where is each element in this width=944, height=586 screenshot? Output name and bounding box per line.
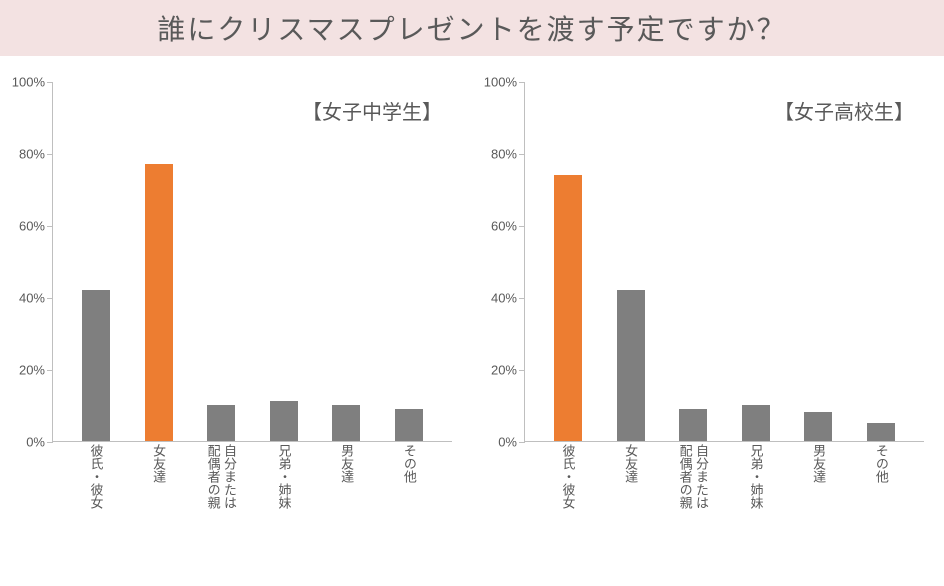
x-label: 男友達 xyxy=(315,444,378,509)
x-label: 配偶者の親自分または xyxy=(189,444,252,509)
bar-slot xyxy=(378,82,441,441)
bar xyxy=(207,405,235,441)
x-label: 女友達 xyxy=(599,444,662,509)
bar-slot xyxy=(65,82,128,441)
y-tick-label: 40% xyxy=(19,291,45,306)
chart-panel-1: 【女子高校生】0%20%40%60%80%100%彼氏・彼女女友達配偶者の親自分… xyxy=(472,66,944,586)
x-label: その他 xyxy=(849,444,912,509)
x-label: 女友達 xyxy=(127,444,190,509)
x-label: 彼氏・彼女 xyxy=(536,444,599,509)
y-tick-label: 40% xyxy=(491,291,517,306)
bar-slot xyxy=(850,82,913,441)
bar-slot xyxy=(315,82,378,441)
bar-slot xyxy=(190,82,253,441)
x-label: 男友達 xyxy=(787,444,850,509)
bars-container xyxy=(525,82,924,441)
x-labels: 彼氏・彼女女友達配偶者の親自分または兄弟・姉妹男友達その他 xyxy=(52,444,452,509)
y-tick xyxy=(519,442,525,443)
bar xyxy=(270,401,298,441)
bars-container xyxy=(53,82,452,441)
charts-row: 【女子中学生】0%20%40%60%80%100%彼氏・彼女女友達配偶者の親自分… xyxy=(0,56,944,586)
bar xyxy=(804,412,832,441)
bar-slot xyxy=(128,82,191,441)
title-band: 誰にクリスマスプレゼントを渡す予定ですか？ xyxy=(0,0,944,56)
y-tick-label: 0% xyxy=(498,435,517,450)
bar-slot xyxy=(537,82,600,441)
x-label: 兄弟・姉妹 xyxy=(724,444,787,509)
x-label: 配偶者の親自分または xyxy=(661,444,724,509)
bar-slot xyxy=(787,82,850,441)
bar-slot xyxy=(725,82,788,441)
y-tick xyxy=(47,442,53,443)
bar-slot xyxy=(600,82,663,441)
bar xyxy=(679,409,707,441)
page-title: 誰にクリスマスプレゼントを渡す予定ですか？ xyxy=(157,8,786,48)
bar xyxy=(395,409,423,441)
y-tick-label: 60% xyxy=(19,219,45,234)
bar xyxy=(82,290,110,441)
y-tick-label: 80% xyxy=(19,147,45,162)
chart-panel-0: 【女子中学生】0%20%40%60%80%100%彼氏・彼女女友達配偶者の親自分… xyxy=(0,66,472,586)
bar xyxy=(332,405,360,441)
bar xyxy=(617,290,645,441)
plot-area: 0%20%40%60%80%100% xyxy=(52,82,452,442)
bar-slot xyxy=(662,82,725,441)
bar xyxy=(742,405,770,441)
x-label: 兄弟・姉妹 xyxy=(252,444,315,509)
x-label: 彼氏・彼女 xyxy=(64,444,127,509)
y-tick-label: 20% xyxy=(491,363,517,378)
bar xyxy=(145,164,173,441)
y-tick-label: 100% xyxy=(484,75,517,90)
y-tick-label: 60% xyxy=(491,219,517,234)
bar-slot xyxy=(253,82,316,441)
y-tick-label: 0% xyxy=(26,435,45,450)
y-tick-label: 100% xyxy=(12,75,45,90)
bar xyxy=(554,175,582,441)
y-tick-label: 80% xyxy=(491,147,517,162)
plot-area: 0%20%40%60%80%100% xyxy=(524,82,924,442)
y-tick-label: 20% xyxy=(19,363,45,378)
x-label: その他 xyxy=(377,444,440,509)
x-labels: 彼氏・彼女女友達配偶者の親自分または兄弟・姉妹男友達その他 xyxy=(524,444,924,509)
bar xyxy=(867,423,895,441)
